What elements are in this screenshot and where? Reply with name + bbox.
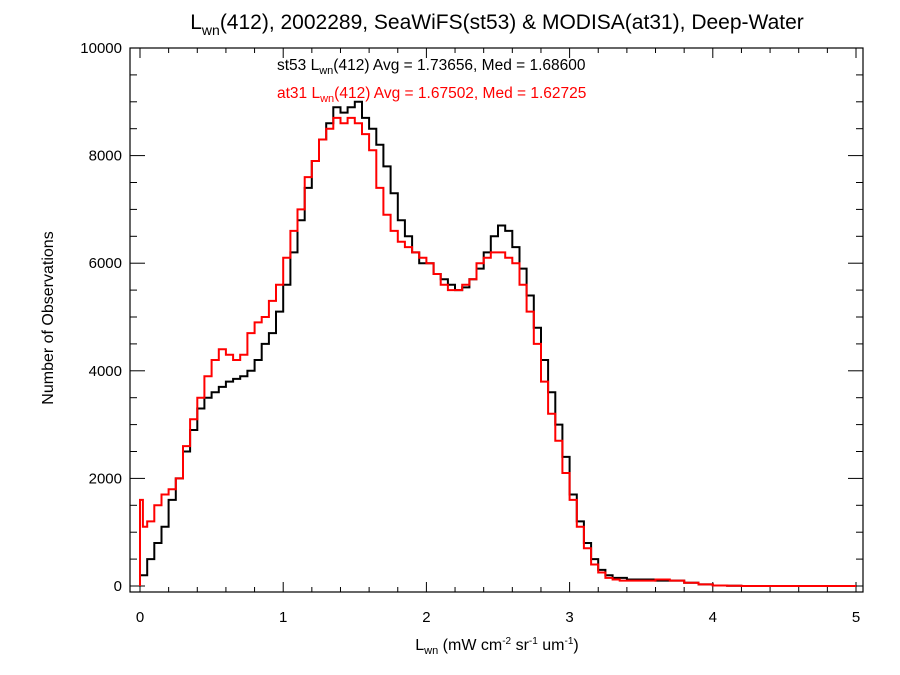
y-tick-label: 8000 — [89, 148, 122, 165]
x-axis-label-l: L — [415, 637, 424, 654]
chart-title-rest: (412), 2002289, SeaWiFS(st53) & MODISA(a… — [220, 11, 804, 34]
chart-title: Lwn(412), 2002289, SeaWiFS(st53) & MODIS… — [190, 11, 804, 38]
series-layer — [139, 100, 856, 587]
x-tick-labels: 0 1 2 3 4 5 — [136, 609, 860, 626]
chart-title-subscript: wn — [201, 22, 220, 38]
x-axis-label-part4: ) — [573, 637, 578, 654]
x-axis-label-sup3: -1 — [564, 636, 573, 647]
annotation-at31: at31 Lwn(412) Avg = 1.67502, Med = 1.627… — [277, 85, 586, 105]
x-tick-label: 2 — [422, 609, 430, 626]
annotation-st53-sub: wn — [318, 65, 333, 77]
annotation-at31-pre: at31 L — [277, 85, 320, 102]
y-tick-labels: 0 2000 4000 6000 8000 10000 — [80, 40, 122, 595]
y-tick-label: 4000 — [89, 363, 122, 380]
annotation-st53-post: (412) Avg = 1.73656, Med = 1.68600 — [333, 57, 586, 74]
x-tick-label: 0 — [136, 609, 144, 626]
series-st53-line — [139, 100, 856, 587]
y-tick-label: 0 — [114, 578, 122, 595]
x-axis-label-part2: sr — [511, 637, 529, 654]
x-axis-label-sub: wn — [423, 645, 438, 657]
y-tick-label: 6000 — [89, 255, 122, 272]
annotation-at31-post: (412) Avg = 1.67502, Med = 1.62725 — [334, 85, 586, 102]
chart-title-l: L — [190, 11, 202, 34]
annotation-st53-pre: st53 L — [277, 57, 320, 74]
x-tick-label: 1 — [279, 609, 287, 626]
axis-ticks — [130, 47, 863, 592]
x-axis-label: Lwn (mW cm-2 sr-1 um-1) — [415, 636, 578, 657]
x-axis-label-sup2: -1 — [529, 636, 538, 647]
x-axis-label-part1: (mW cm — [438, 637, 502, 654]
x-axis-label-part3: um — [538, 637, 565, 654]
series-at31-line — [139, 116, 856, 587]
y-tick-label: 2000 — [89, 470, 122, 487]
x-tick-label: 3 — [565, 609, 573, 626]
y-axis-label: Number of Observations — [40, 231, 57, 404]
x-tick-label: 5 — [852, 609, 860, 626]
x-axis-label-sup1: -2 — [502, 636, 511, 647]
annotation-st53: st53 Lwn(412) Avg = 1.73656, Med = 1.686… — [277, 57, 586, 77]
plot-frame — [129, 47, 864, 593]
annotation-at31-sub: wn — [319, 93, 334, 105]
y-tick-label: 10000 — [80, 40, 122, 57]
x-tick-label: 4 — [709, 609, 717, 626]
